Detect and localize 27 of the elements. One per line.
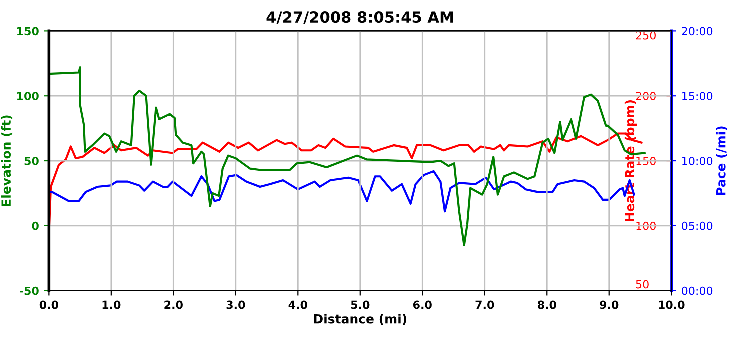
x-tick-label: 5.0 [351,300,370,310]
x-tick-label: 8.0 [538,300,556,310]
x-tick-label: 2.0 [164,300,183,310]
x-tick-label: 9.0 [600,300,619,310]
chart-title: 4/27/2008 8:05:45 AM [266,12,454,24]
y3-tick-label: 00:00 [682,286,713,296]
y3-tick-label: 10:00 [682,157,713,166]
y-tick-label: -50 [20,286,39,296]
y-tick-label: 100 [18,92,39,100]
y2-tick-label: 250 [636,31,656,40]
x-tick-label: 3.0 [226,300,246,310]
y-tick-label: 150 [18,27,39,36]
x-tick-label: 4.0 [288,300,308,310]
y3-axis-title: Pace (/mi) [716,126,728,196]
x-tick-label: 0.0 [40,300,58,310]
y2-tick-label: 50 [636,280,649,289]
y-tick-label: 0 [32,222,39,230]
y3-tick-label: 15:00 [682,92,713,100]
y-axis-title: Elevation (ft) [1,116,13,206]
x-tick-label: 7.0 [476,300,494,310]
x-tick-label: 1.0 [102,300,121,310]
y-tick-label: 50 [24,157,39,166]
x-axis-title: Distance (mi) [314,314,407,326]
x-tick-label: 6.0 [413,300,432,310]
x-tick-label: 10.0 [659,300,685,310]
y3-tick-label: 20:00 [682,27,713,36]
y3-tick-label: 05:00 [682,222,713,230]
